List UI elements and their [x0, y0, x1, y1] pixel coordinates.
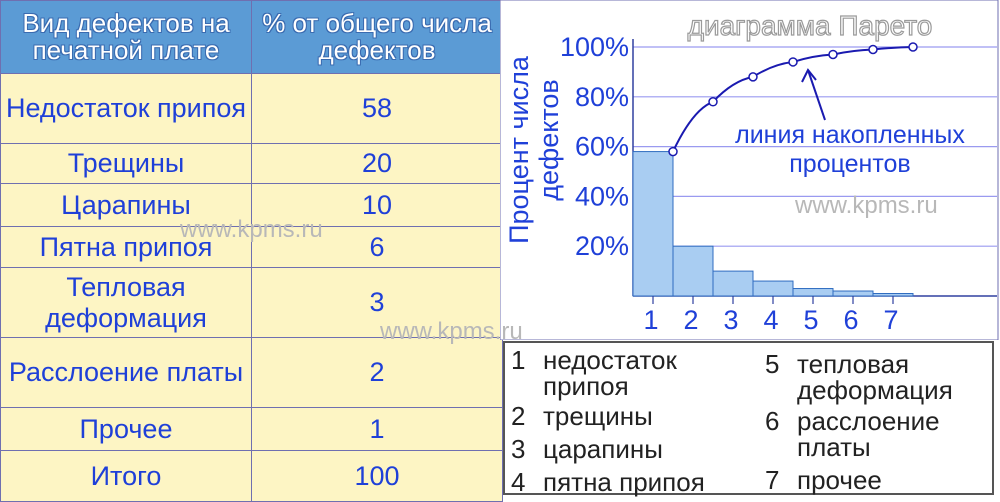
- bar: [792, 288, 834, 297]
- row-value: 3: [251, 267, 503, 338]
- row-name: Тепловая деформация: [0, 267, 252, 338]
- total-name: Итого: [0, 450, 252, 502]
- y-axis-label-line-2: дефектов: [534, 79, 564, 201]
- cumulative-points: [668, 42, 918, 157]
- legend-item: 6 расслоение платы: [765, 408, 991, 460]
- table-row: Трещины 20: [0, 143, 503, 184]
- legend-label: царапины: [543, 434, 663, 464]
- annotation-arrowhead: [801, 68, 817, 83]
- row-name: Трещины: [0, 143, 252, 184]
- table-row: Прочее 1: [0, 407, 503, 451]
- table-row: Тепловая деформация 3: [0, 267, 503, 338]
- annotation-line-1: линия накопленных: [735, 121, 965, 149]
- table-row: Недостаток припоя 58: [0, 73, 503, 144]
- row-name: Расслоение платы: [0, 337, 252, 408]
- row-value: 1: [251, 407, 503, 451]
- table-row: Расслоение платы 2: [0, 337, 503, 408]
- x-tick-label: 7: [883, 305, 898, 335]
- y-tick-label: 80%: [575, 82, 629, 112]
- legend-label: пятна припоя: [543, 467, 705, 497]
- legend-item: 7 прочее: [765, 465, 882, 495]
- legend-item: 2 трещины: [511, 401, 653, 431]
- bars: [632, 151, 914, 297]
- y-tick-label: 40%: [575, 181, 629, 211]
- y-tick-label: 60%: [575, 132, 629, 162]
- table-header-row: Вид дефектов на печатной плате % от обще…: [0, 0, 503, 74]
- y-ticks: 20% 40% 60% 80% 100%: [560, 32, 629, 261]
- row-name: Царапины: [0, 183, 252, 227]
- table-total-row: Итого 100: [0, 450, 503, 502]
- bar: [752, 280, 794, 297]
- row-value: 58: [251, 73, 503, 144]
- bar: [672, 245, 714, 297]
- x-tick-label: 6: [843, 305, 858, 335]
- defects-table: Вид дефектов на печатной плате % от обще…: [0, 0, 503, 502]
- x-tick-label: 5: [803, 305, 818, 335]
- cumulative-point: [788, 57, 798, 67]
- x-tick-label: 2: [683, 305, 698, 335]
- legend-item: 1 недостаток припоя: [511, 347, 741, 399]
- cumulative-point: [668, 146, 678, 157]
- chart-title: диаграмма Парето: [688, 10, 933, 41]
- row-value: 6: [251, 226, 503, 268]
- total-value: 100: [251, 450, 503, 502]
- watermark: www.kpms.ru: [795, 192, 938, 219]
- bar: [712, 270, 754, 297]
- watermark: www.kpms.ru: [180, 216, 323, 243]
- x-tick-label: 4: [763, 305, 778, 335]
- cumulative-point: [868, 44, 878, 55]
- cumulative-point: [908, 42, 918, 52]
- watermark: www.kpms.ru: [380, 318, 523, 345]
- annotation-arrow: [807, 69, 826, 121]
- y-tick-label: 20%: [575, 231, 629, 261]
- bar: [632, 151, 674, 297]
- y-tick-label: 100%: [560, 32, 629, 62]
- row-value: 20: [251, 143, 503, 184]
- legend-item: 4 пятна припоя: [511, 467, 705, 497]
- legend-item: 3 царапины: [511, 434, 663, 464]
- row-name: Прочее: [0, 407, 252, 451]
- x-tick-label: 3: [723, 305, 738, 335]
- legend-label: тепловая деформация: [797, 349, 953, 405]
- header-percent: % от общего числа дефектов: [251, 0, 503, 74]
- header-defect-type: Вид дефектов на печатной плате: [0, 0, 252, 74]
- y-axis-label-line-1: Процент числа: [504, 55, 534, 244]
- legend-item: 5 тепловая деформация: [765, 351, 991, 403]
- cumulative-point: [708, 97, 718, 107]
- legend-label: расслоение платы: [797, 406, 940, 462]
- row-name: Недостаток припоя: [0, 73, 252, 144]
- legend-label: прочее: [797, 465, 882, 495]
- bar: [872, 293, 914, 297]
- legend-label: трещины: [543, 401, 653, 431]
- cumulative-point: [828, 49, 838, 60]
- table-row: Царапины 10: [0, 183, 503, 227]
- row-value: 10: [251, 183, 503, 227]
- annotation-line-2: процентов: [789, 150, 910, 178]
- bar: [832, 290, 874, 297]
- row-value: 2: [251, 337, 503, 408]
- legend-label: недостаток припоя: [543, 345, 677, 401]
- y-axis-label: Процент числа дефектов: [504, 55, 564, 244]
- x-tick-label: 1: [643, 305, 658, 335]
- cumulative-point: [748, 72, 758, 82]
- annotation: линия накопленных процентов: [735, 68, 965, 178]
